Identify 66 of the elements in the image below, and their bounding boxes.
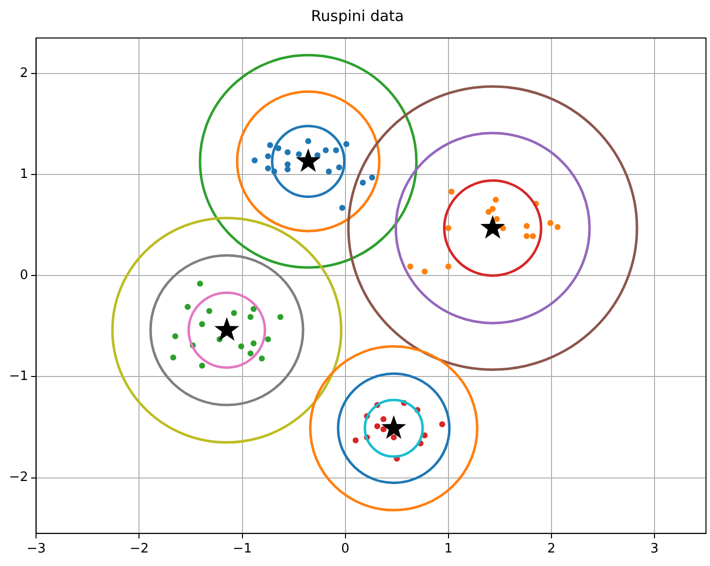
point <box>252 157 258 164</box>
point <box>248 314 254 320</box>
point <box>494 216 500 222</box>
point <box>170 354 176 360</box>
x-tick-label: 1 <box>444 542 453 557</box>
point <box>197 280 204 287</box>
point <box>284 161 291 168</box>
point <box>305 138 312 144</box>
point <box>407 263 414 270</box>
point <box>439 421 446 428</box>
y-tick-label: 2 <box>20 66 28 81</box>
x-tick-label: −2 <box>130 542 149 557</box>
point <box>547 220 554 226</box>
point <box>530 233 536 240</box>
point <box>206 308 212 314</box>
y-tick-label: −1 <box>8 369 28 384</box>
point <box>250 306 257 312</box>
point <box>238 343 244 350</box>
point <box>524 233 530 240</box>
y-tick-label: −2 <box>8 470 28 486</box>
point <box>284 149 291 156</box>
point <box>448 188 454 195</box>
point <box>265 153 272 160</box>
y-tick-label: 0 <box>20 268 28 283</box>
point <box>277 314 284 320</box>
x-tick-label: 3 <box>650 542 659 557</box>
point <box>554 224 561 230</box>
point <box>326 168 332 174</box>
x-tick-label: 0 <box>341 542 350 557</box>
point <box>422 268 428 275</box>
point <box>339 204 346 211</box>
point <box>248 350 254 356</box>
point <box>352 437 359 444</box>
point <box>390 434 397 440</box>
point <box>336 164 342 170</box>
point <box>184 304 191 310</box>
point <box>172 333 178 340</box>
point <box>265 165 272 172</box>
point <box>258 355 265 362</box>
point <box>445 263 452 270</box>
point <box>199 321 206 328</box>
point <box>380 426 386 432</box>
x-tick-label: −3 <box>26 542 46 557</box>
point <box>322 147 329 154</box>
point <box>524 223 530 230</box>
y-tick-label: 1 <box>20 166 28 182</box>
point <box>333 147 340 154</box>
point <box>231 310 238 316</box>
point <box>380 416 386 422</box>
point <box>369 174 376 181</box>
point <box>492 196 499 203</box>
point <box>374 423 380 430</box>
chart-title: Ruspini data <box>311 6 404 25</box>
point <box>486 208 492 215</box>
point <box>490 206 496 212</box>
x-tick-label: −1 <box>232 542 252 557</box>
point <box>445 225 452 232</box>
point <box>267 142 274 148</box>
point <box>296 151 302 158</box>
point <box>265 336 272 342</box>
x-tick-label: 2 <box>547 542 556 557</box>
point <box>199 362 206 369</box>
point <box>360 180 366 186</box>
point <box>250 340 257 346</box>
point <box>284 166 291 172</box>
point <box>343 141 350 148</box>
